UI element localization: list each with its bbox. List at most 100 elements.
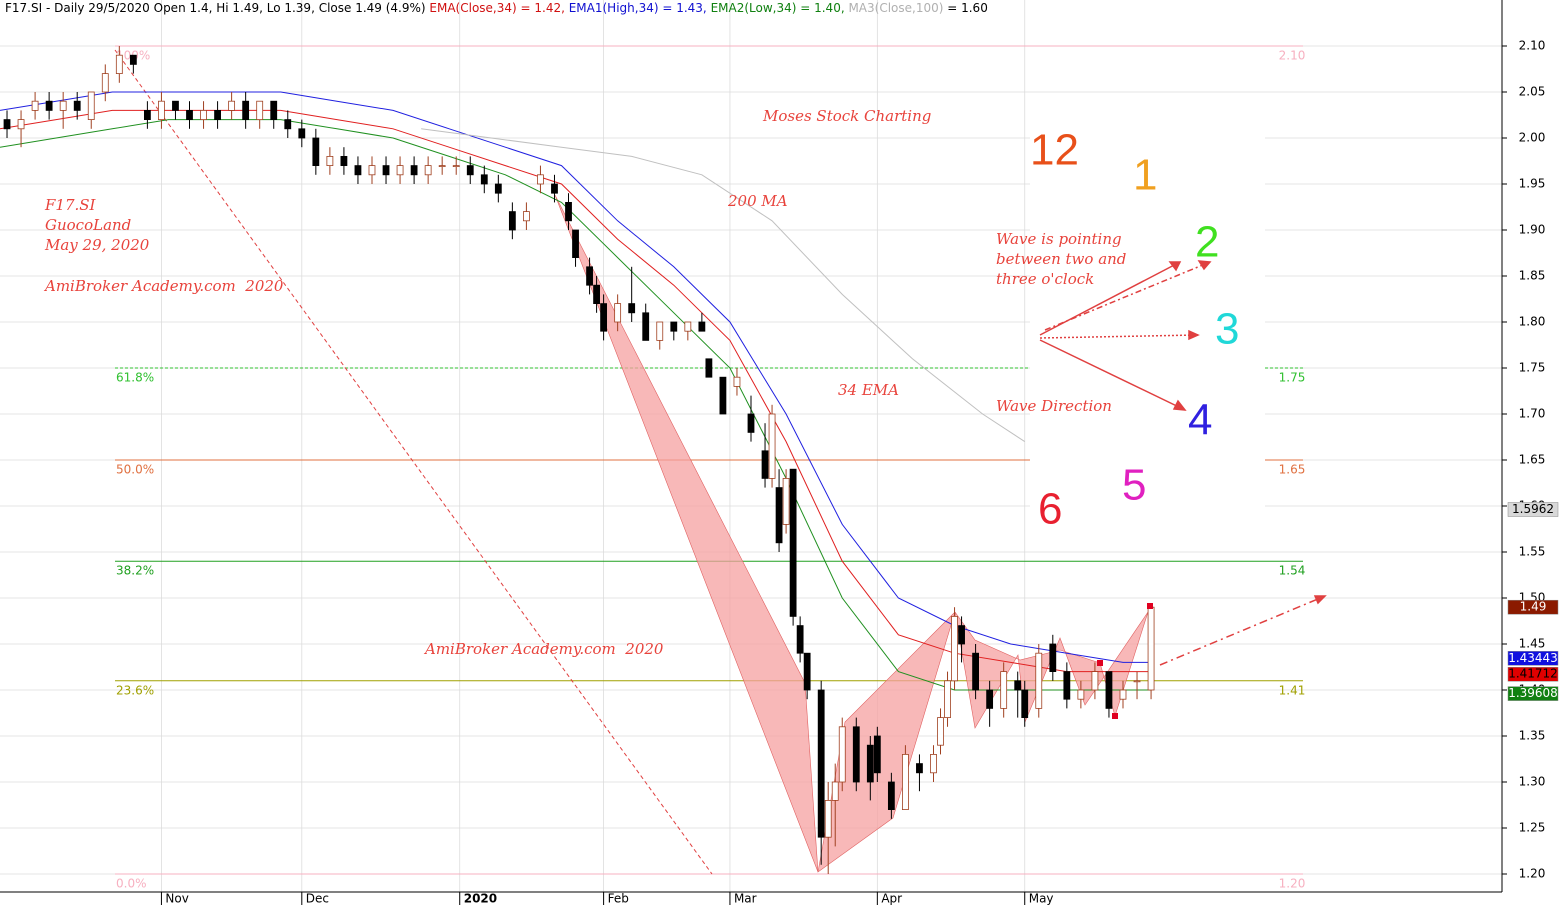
annotation: Wave is pointing <box>996 230 1122 248</box>
fib-pct: 23.6% <box>116 683 154 697</box>
price-tag-label: 1.41712 <box>1508 667 1558 681</box>
arrow-head <box>1168 261 1182 272</box>
header-part: EMA1(High,34) = 1.43, <box>569 1 711 15</box>
candle-body <box>424 165 432 176</box>
markers <box>1097 603 1153 719</box>
annotation: AmiBroker Academy.com 2020 <box>423 640 664 658</box>
fib-pct: 0.0% <box>116 877 147 891</box>
candle-body <box>593 284 600 305</box>
candle-body <box>129 54 137 65</box>
x-tick-label: Feb <box>608 892 629 906</box>
fib-value: 1.54 <box>1279 564 1306 578</box>
annotation: GuocoLand <box>45 216 131 234</box>
candle-body <box>782 477 790 525</box>
y-tick-label: 1.85 <box>1519 269 1546 283</box>
candle-body <box>768 413 776 479</box>
arrow-head <box>1197 260 1212 271</box>
candle-body <box>172 100 179 111</box>
header-part: EMA2(Low,34) = 1.40, <box>711 1 849 15</box>
candle-body <box>944 680 951 718</box>
fib-pct: 50.0% <box>116 463 154 477</box>
candle-body <box>930 754 937 774</box>
candle-body <box>340 155 348 166</box>
clock-number: 3 <box>1215 305 1239 354</box>
x-tick-label: Apr <box>881 892 902 906</box>
indicator-line <box>421 128 1026 443</box>
indicator-line <box>0 119 1152 691</box>
y-tick-label: 1.70 <box>1519 407 1546 421</box>
candle-body <box>1014 680 1022 691</box>
arrow <box>1039 339 1186 411</box>
candle-body <box>186 110 193 121</box>
candle-body <box>87 91 95 121</box>
y-tick-label: 2.10 <box>1519 39 1546 53</box>
candle-body <box>73 100 81 111</box>
y-tick-label: 1.35 <box>1519 729 1546 743</box>
clock-number: 2 <box>1195 218 1219 267</box>
candle-body <box>1091 671 1099 691</box>
candle-body <box>887 781 895 811</box>
annotation: 34 EMA <box>838 381 899 399</box>
candles <box>3 46 1155 874</box>
annotation: May 29, 2020 <box>44 236 150 254</box>
annotation: between two and <box>996 250 1126 268</box>
candle-body <box>45 100 53 111</box>
candle-body <box>831 781 839 801</box>
fib-value: 1.65 <box>1279 463 1306 477</box>
candle-body <box>466 165 474 176</box>
y-tick-label: 1.65 <box>1519 453 1546 467</box>
candle-body <box>937 717 944 746</box>
clock-number: 1 <box>1133 151 1157 200</box>
candle-body <box>200 110 207 121</box>
candle-body <box>1063 671 1071 700</box>
fib-value: 1.41 <box>1279 683 1306 697</box>
candle-body <box>256 100 264 120</box>
x-tick-label: May <box>1029 892 1054 906</box>
price-tag-label: 1.43443 <box>1508 651 1558 665</box>
candle-body <box>452 165 460 168</box>
candle-body <box>600 303 608 332</box>
candle-body <box>803 652 811 691</box>
candle-body <box>1021 689 1029 719</box>
price-tag <box>1507 599 1559 615</box>
candle-body <box>1105 671 1113 709</box>
y-tick-label: 1.80 <box>1519 315 1546 329</box>
candle-body <box>523 211 530 222</box>
candle-body <box>747 413 755 433</box>
candle-body <box>1147 606 1155 691</box>
arrows <box>1039 260 1327 666</box>
candle-body <box>537 174 544 185</box>
x-tick-label: Nov <box>165 892 188 906</box>
candle-body <box>312 137 320 167</box>
candle-body <box>101 73 109 93</box>
fib-value: 1.20 <box>1279 877 1306 891</box>
y-tick-label: 1.30 <box>1519 775 1546 789</box>
candle-body <box>656 321 664 341</box>
candle-body <box>410 165 418 176</box>
candle-body <box>705 358 713 378</box>
candle-body <box>719 376 727 415</box>
header-part: = 1.60 <box>943 1 987 15</box>
lines <box>0 91 1152 691</box>
candle-body <box>228 100 236 111</box>
pattern-shape <box>554 194 819 873</box>
marker <box>1147 603 1153 609</box>
x-tick-label: Mar <box>734 892 757 906</box>
marker <box>1097 660 1103 666</box>
y-tick-label: 1.75 <box>1519 361 1546 375</box>
candle-body <box>572 229 579 259</box>
annotation: AmiBroker Academy.com 2020 <box>43 277 284 295</box>
candle-body <box>1077 689 1085 700</box>
annotation: Moses Stock Charting <box>762 107 931 125</box>
annotation: F17.SI <box>44 196 97 214</box>
candle-body <box>494 183 502 194</box>
candle-body <box>396 165 404 176</box>
annotation: 200 MA <box>727 192 788 210</box>
header-part: MA3(Close,100) <box>848 1 943 15</box>
candle-body <box>789 468 797 617</box>
candle-body <box>438 165 446 168</box>
candle-body <box>838 726 846 783</box>
annotation: Wave Direction <box>996 397 1112 415</box>
candle-body <box>614 303 622 323</box>
candle-body <box>628 303 636 314</box>
